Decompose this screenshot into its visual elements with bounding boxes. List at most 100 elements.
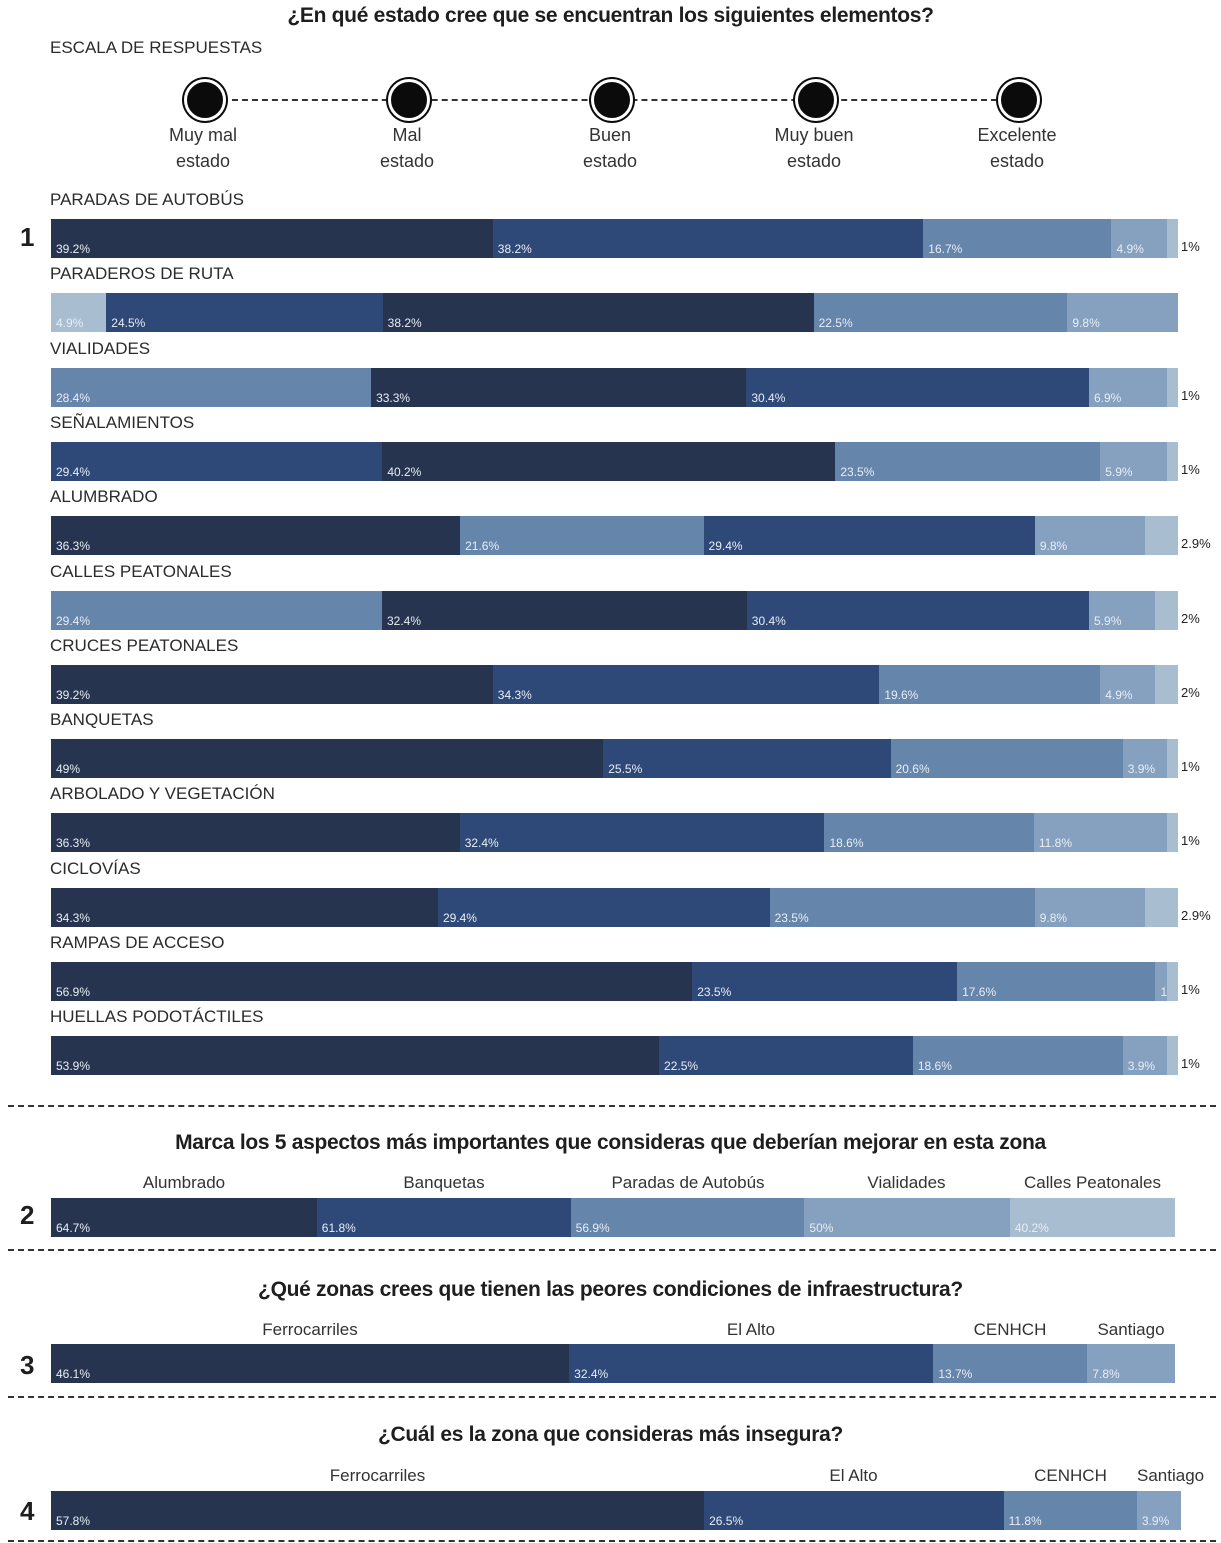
scale-option-3-line2: estado — [582, 151, 638, 171]
category-label: Calles Peatonales — [1023, 1173, 1162, 1192]
bar-segment: 6.9% — [1088, 368, 1167, 407]
bar-segment-label: 16.7% — [928, 242, 963, 256]
bar-segment-label: 4.9% — [1105, 688, 1133, 702]
bar-segment-label: 40.2% — [387, 465, 422, 479]
bar-segment: 40.2% — [1009, 1198, 1175, 1237]
scale-option-5: Excelente estado — [947, 122, 1087, 174]
question-number-2: 2 — [20, 1200, 35, 1230]
bar-segment-label: 9.8% — [1072, 316, 1100, 330]
bar-segment: 11.8% — [1033, 813, 1167, 852]
row-tail-label: 2% — [1181, 611, 1200, 626]
bar-segment — [1166, 962, 1178, 1001]
bar-segment-label: 39.2% — [56, 688, 91, 702]
bar-segment: 25.5% — [603, 739, 891, 778]
bar-segment: 34.3% — [51, 888, 438, 927]
bar-segment: 3.9% — [1122, 739, 1167, 778]
bar-segment — [1166, 1036, 1178, 1075]
category-label: Ferrocarriles — [329, 1466, 426, 1485]
bar-segment-label: 32.4% — [387, 614, 422, 628]
stacked-bar: 49% 25.5% 20.6% 3.9% — [51, 739, 1178, 778]
row-tail-label: 1% — [1181, 388, 1200, 403]
scale-option-4-line1: Muy buen — [774, 125, 854, 145]
bar-segment: 61.8% — [316, 1198, 571, 1237]
bar-segment-label: 38.2% — [387, 316, 422, 330]
stacked-bar: 39.2% 38.2% 16.7% 4.9% — [51, 219, 1178, 258]
row-label: SEÑALAMIENTOS — [50, 413, 195, 432]
bar-segment-label: 6.9% — [1093, 391, 1122, 405]
row-tail-label: 1% — [1181, 982, 1200, 997]
bar-segment — [1145, 888, 1178, 927]
bar-segment-label: 5.9% — [1105, 465, 1133, 479]
bar-segment: 26.5% — [704, 1491, 1004, 1530]
question-number-1: 1 — [20, 222, 35, 252]
bar-segment-label: 53.9% — [56, 1059, 91, 1073]
bar-segment — [1166, 368, 1178, 407]
stacked-bar: 34.3% 29.4% 23.5% 9.8% — [51, 888, 1178, 927]
scale-option-5-line1: Excelente — [977, 125, 1057, 145]
bar-segment: 30.4% — [746, 368, 1089, 407]
q4-title: ¿Cuál es la zona que consideras más inse… — [378, 1423, 843, 1446]
bar-segment-label: 34.3% — [497, 688, 532, 702]
bar-segment-label: 23.5% — [697, 985, 732, 999]
bar-segment-label: 39.2% — [56, 242, 91, 256]
scale-title: ESCALA DE RESPUESTAS — [50, 38, 263, 57]
stacked-bar: 29.4% 40.2% 23.5% 5.9% — [51, 442, 1178, 481]
category-label: El Alto — [829, 1466, 878, 1485]
bar-segment: 1% — [1155, 962, 1178, 1001]
bar-segment-label: 50% — [809, 1221, 834, 1235]
bar-segment-label: 24.5% — [111, 316, 146, 330]
bar-segment: 49% — [51, 739, 604, 778]
bar-segment-label: 34.3% — [56, 911, 91, 925]
bar-segment-label: 3.9% — [1127, 762, 1156, 776]
scale-option-2-line2: estado — [379, 151, 435, 171]
bar-segment: 4.9% — [1111, 219, 1167, 258]
bar-segment: 29.4% — [703, 516, 1035, 555]
bar-segment-label: 38.2% — [497, 242, 532, 256]
bar-segment-label: 4.9% — [1116, 242, 1144, 256]
category-label: Alumbrado — [142, 1173, 226, 1192]
stacked-bar: 29.4% 32.4% 30.4% 5.9% — [51, 591, 1178, 630]
bar-segment: 56.9% — [51, 962, 693, 1001]
category-label: Vialidades — [867, 1173, 946, 1192]
bar-segment-label: 29.4% — [56, 614, 91, 628]
bar-segment: 36.3% — [51, 516, 461, 555]
stacked-bar: 39.2% 34.3% 19.6% 4.9% — [51, 665, 1178, 704]
row-label: CALLES PEATONALES — [50, 562, 232, 581]
scale-dot-3 — [591, 79, 633, 121]
category-label: Santiago — [1097, 1320, 1165, 1339]
bar-segment: 9.8% — [1034, 888, 1146, 927]
bar-segment-label: 64.7% — [56, 1221, 91, 1235]
bar-segment: 33.3% — [371, 368, 747, 407]
bar-segment-label: 3.9% — [1127, 1059, 1156, 1073]
category-label: Ferrocarriles — [262, 1320, 358, 1339]
row-tail-label: 1% — [1181, 833, 1200, 848]
bar-segment-label: 22.5% — [664, 1059, 699, 1073]
bar-segment: 39.2% — [51, 665, 493, 704]
bar-segment: 24.5% — [106, 293, 383, 332]
bar-segment: 34.3% — [492, 665, 880, 704]
category-label: Paradas de Autobús — [611, 1173, 765, 1192]
scale-option-5-line2: estado — [989, 151, 1045, 171]
bar-segment-label: 30.4% — [751, 391, 786, 405]
q1-title: ¿En qué estado cree que se encuentran lo… — [287, 4, 934, 27]
bar-segment-label: 23.5% — [840, 465, 875, 479]
bar-segment: 29.4% — [51, 442, 383, 481]
bar-segment-label: 26.5% — [709, 1514, 744, 1528]
bar-segment-label: 11.8% — [1038, 836, 1073, 850]
bar-segment: 39.2% — [51, 219, 493, 258]
section-divider — [8, 1540, 1216, 1542]
row-label: CICLOVÍAS — [50, 859, 141, 878]
bar-segment: 32.4% — [569, 1344, 934, 1383]
bar-segment-label: 11.8% — [1008, 1514, 1042, 1528]
bar-segment-label: 18.6% — [917, 1059, 952, 1073]
scale-dot-2 — [388, 79, 430, 121]
bar-segment-label: 46.1% — [56, 1367, 91, 1381]
bar-segment — [1166, 813, 1178, 852]
category-label: CENHCH — [1034, 1466, 1107, 1485]
row-label: VIALIDADES — [50, 339, 151, 358]
bar-segment — [1145, 516, 1178, 555]
bar-segment — [1155, 665, 1178, 704]
stacked-bar: 56.9% 23.5% 17.6% 1% — [51, 962, 1178, 1001]
scale-option-3-line1: Buen — [588, 125, 632, 145]
bar-segment-label: 32.4% — [574, 1367, 609, 1381]
